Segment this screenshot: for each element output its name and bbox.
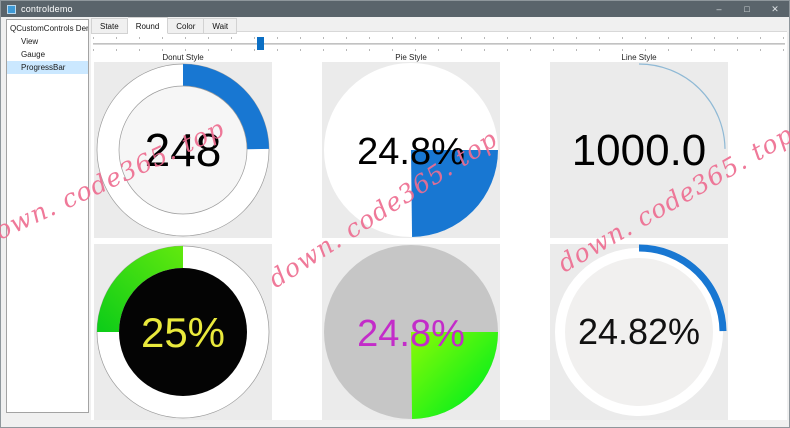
line-blue-value: 1000.0	[572, 126, 707, 175]
progressbar-line-blue: 1000.0	[550, 62, 728, 238]
titlebar: controldemo – □ ✕	[1, 1, 789, 17]
donut-style-title: Donut Style	[162, 53, 204, 62]
progress-slider[interactable]	[93, 43, 785, 45]
line-style-title: Line Style	[621, 53, 657, 62]
sidebar-root[interactable]: QCustomControls Demo	[10, 24, 88, 33]
pie-blue-value: 24.8%	[357, 131, 465, 173]
window-title: controldemo	[21, 4, 73, 14]
donut-green-arc	[97, 246, 183, 332]
window-controls: – □ ✕	[705, 1, 789, 17]
sidebar-tree: QCustomControls Demo View Gauge Progress…	[6, 19, 89, 413]
tabbar: State Round Color Wait	[91, 17, 238, 34]
pie-blue-slice	[411, 150, 498, 237]
tab-page-round: Donut Style Pie Style Line Style 248 24.…	[91, 31, 787, 420]
tab-wait[interactable]: Wait	[204, 18, 238, 34]
close-button[interactable]: ✕	[771, 4, 779, 14]
ring-blue-arc	[638, 244, 727, 332]
progressbar-pie-blue: 24.8%	[322, 62, 500, 238]
progressbar-donut-green: 25%	[94, 244, 272, 420]
ring-blue-value: 24.82%	[578, 311, 700, 352]
pie-green-slice	[411, 332, 498, 419]
tab-color[interactable]: Color	[168, 18, 205, 34]
donut-green-value: 25%	[141, 309, 225, 356]
slider-handle[interactable]	[257, 37, 264, 50]
tab-round[interactable]: Round	[127, 17, 169, 34]
line-blue-arc	[638, 63, 726, 149]
progressbar-donut-blue: 248	[94, 62, 272, 238]
pie-style-title: Pie Style	[395, 53, 427, 62]
sidebar-item-view[interactable]: View	[21, 37, 39, 46]
progressbar-pie-green: 24.8%	[322, 244, 500, 420]
pie-green-value: 24.8%	[357, 313, 465, 355]
slider-ticks-bottom	[93, 49, 785, 51]
app-icon	[7, 4, 16, 14]
progressbar-ring-blue: 24.82%	[550, 244, 728, 420]
maximize-button[interactable]: □	[744, 4, 750, 14]
tab-state[interactable]: State	[91, 18, 128, 34]
slider-ticks-top	[93, 37, 785, 39]
donut-blue-arc	[183, 64, 269, 150]
sidebar-item-gauge[interactable]: Gauge	[21, 50, 46, 59]
sidebar-item-progressbar[interactable]: ProgressBar	[7, 61, 88, 74]
donut-blue-value: 248	[145, 124, 222, 176]
minimize-button[interactable]: –	[716, 4, 722, 14]
